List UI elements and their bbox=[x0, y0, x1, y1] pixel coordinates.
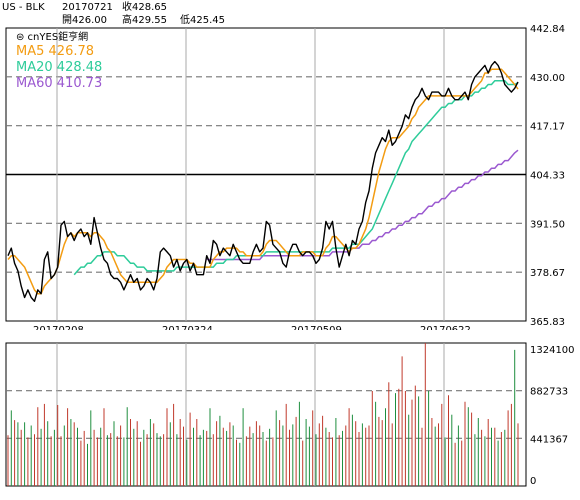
price-y-tick-label: 404.33 bbox=[530, 171, 565, 182]
price-y-tick-label: 365.83 bbox=[530, 317, 565, 328]
volume-chart: 1324100 882733 441367 0 bbox=[5, 342, 575, 487]
price-y-tick-label: 442.84 bbox=[530, 24, 565, 35]
price-x-axis: 20170208 20170324 20170509 20170622 bbox=[33, 325, 471, 330]
legend-ma5-name: MA5 bbox=[16, 44, 44, 59]
price-y-tick-label: 430.00 bbox=[530, 73, 565, 84]
volume-y-tick-label: 441367 bbox=[530, 434, 568, 445]
ma-legend: MA5 426.78 MA20 428.48 MA60 410.73 bbox=[16, 44, 102, 91]
legend-ma5: MA5 426.78 bbox=[16, 44, 94, 59]
close-price: 收428.65 bbox=[122, 2, 167, 13]
close-price-line bbox=[7, 60, 519, 302]
price-x-tick-label: 20170509 bbox=[291, 325, 342, 330]
legend-ma5-value: 426.78 bbox=[49, 44, 95, 59]
price-x-tick-label: 20170208 bbox=[33, 325, 84, 330]
price-series bbox=[7, 60, 519, 302]
open-price: 開426.00 bbox=[62, 15, 107, 26]
price-y-axis: 442.84 430.00 417.17 404.33 391.50 378.67 365.… bbox=[530, 24, 565, 328]
legend-ma20-name: MA20 bbox=[16, 60, 53, 75]
high-price: 高429.55 bbox=[122, 15, 167, 26]
source-label: ⊜ cnYES鉅亨網 bbox=[16, 30, 88, 43]
price-chart: 442.84 430.00 417.17 404.33 391.50 378.67 365.… bbox=[5, 24, 565, 330]
ma5-line bbox=[7, 68, 519, 295]
price-y-tick-label: 378.67 bbox=[530, 268, 565, 279]
legend-ma20-value: 428.48 bbox=[57, 60, 103, 75]
price-y-tick-label: 417.17 bbox=[530, 122, 565, 133]
legend-ma60: MA60 410.73 bbox=[16, 76, 102, 91]
volume-grid bbox=[6, 343, 526, 486]
date-label: 20170721 bbox=[62, 2, 113, 13]
price-x-tick-label: 20170622 bbox=[420, 325, 471, 330]
price-x-tick-label: 20170324 bbox=[162, 325, 213, 330]
legend-ma20: MA20 428.48 bbox=[16, 60, 102, 75]
volume-bars bbox=[7, 343, 519, 486]
ma60-line bbox=[206, 149, 519, 261]
ma20-line bbox=[73, 79, 519, 276]
price-y-tick-label: 391.50 bbox=[530, 219, 565, 230]
symbol-label: US - BLK bbox=[2, 2, 45, 13]
volume-y-tick-label: 882733 bbox=[530, 387, 568, 398]
volume-y-axis: 1324100 882733 441367 0 bbox=[530, 345, 575, 487]
legend-ma60-value: 410.73 bbox=[57, 76, 103, 91]
volume-y-tick-label: 0 bbox=[530, 476, 536, 487]
low-price: 低425.45 bbox=[180, 15, 225, 26]
volume-y-tick-label: 1324100 bbox=[530, 345, 575, 356]
legend-ma60-name: MA60 bbox=[16, 76, 53, 91]
quote-header: US - BLK 20170721 收428.65 開426.00 高429.5… bbox=[0, 0, 580, 30]
